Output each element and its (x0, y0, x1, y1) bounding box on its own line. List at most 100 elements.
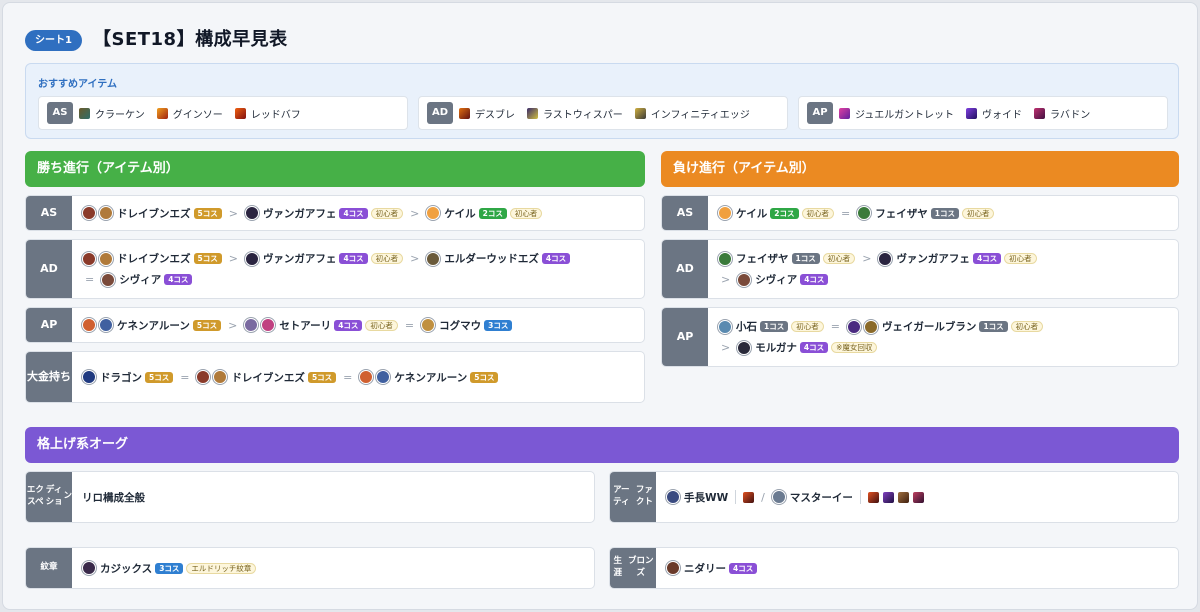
recommended-items-heading: おすすめアイテム (38, 79, 117, 90)
augment-row-expedition: エクスペ ディション リロ構成全般 (25, 471, 595, 523)
cost-badge: 2コス (478, 207, 507, 219)
beginner-badge: 初心者 (822, 253, 856, 264)
champion-avatar-icon (82, 206, 96, 220)
unit-khazix: カジックス 3コス エルドリッチ紋章 (82, 561, 257, 576)
cost-badge: 1コス (979, 321, 1008, 332)
unit-draven-ezreal: ドレイブンエズ 5コス (82, 206, 222, 221)
unit-name: ドレイブンエズ (117, 253, 191, 265)
artifact-item-icon (743, 491, 755, 503)
unit-sivir: シヴィア 4コス (101, 272, 193, 287)
sheet-tab[interactable]: シート1 (25, 30, 82, 51)
row-label-line: ン (63, 491, 72, 502)
champion-avatar-icon (666, 561, 680, 575)
champion-avatar-icon (261, 318, 276, 332)
divider (735, 490, 737, 504)
augment-text: リロ構成全般 (82, 491, 145, 504)
cost-badge: 5コス (145, 371, 174, 383)
equal-separator: = (180, 370, 190, 384)
artifact-item-icon (867, 491, 879, 503)
win-progress-heading: 勝ち進行（アイテム別） (25, 151, 645, 187)
unit-name: ドレイブンエズ (231, 371, 305, 384)
cost-badge: 4コス (729, 562, 758, 574)
unit-name: ヴァンガアフェ (262, 253, 337, 265)
note-badge: ※魔女回収 (831, 342, 878, 353)
lose-row-as: AS ケイル 2コス 初心者 = フェイザヤ 1コス 初心者 (661, 195, 1179, 231)
cost-badge: 1コス (760, 321, 789, 332)
row-label: AS (26, 196, 72, 230)
augment-heading: 格上げ系オーグ (25, 427, 1179, 463)
recommended-card-ad: AD デスブレ ラストウィスパー インフィニティエッジ (418, 96, 788, 130)
cost-badge: 3コス (155, 562, 184, 574)
unit-draven-ezreal: ドレイブンエズ 5コス (196, 370, 337, 385)
champion-avatar-icon (426, 251, 441, 266)
unit-name: カジックス (100, 562, 153, 575)
cost-badge: 2コス (770, 207, 799, 219)
kraken-icon (79, 107, 90, 119)
unit-dragon: ドラゴン 5コス (82, 370, 174, 385)
rec-tag-as: AS (47, 102, 73, 124)
unit-nidalee: ニダリー 4コス (666, 561, 758, 576)
champion-avatar-icon (737, 340, 752, 355)
beginner-badge: 初心者 (1004, 253, 1037, 264)
rec-item-label: ラストウィスパー (543, 109, 623, 121)
unit-pebble: 小石 1コス 初心者 (718, 319, 824, 334)
unit-name: ヴァンガアフェ (896, 253, 970, 265)
champion-avatar-icon (99, 318, 113, 332)
row-label: AD (662, 240, 708, 298)
arrow-separator: > (721, 273, 731, 286)
artifact-item-icon (897, 491, 909, 503)
champion-avatar-icon (718, 319, 732, 334)
cost-badge: 3コス (484, 319, 513, 331)
unit-name: ケイル (736, 207, 768, 220)
equal-separator: = (343, 370, 353, 384)
row-label-line: ブロンズ (627, 556, 654, 578)
unit-long-arm-ww: 手長WW (666, 490, 728, 505)
cost-badge: 4コス (339, 207, 368, 219)
champion-avatar-icon (101, 272, 116, 287)
lose-progress-heading: 負け進行（アイテム別） (661, 151, 1179, 187)
champion-avatar-icon (244, 206, 259, 220)
rec-item-label: デスブレ (475, 109, 515, 121)
equal-separator: = (404, 318, 415, 332)
unit-vanguard: ヴァンガアフェ 4コス 初心者 (244, 251, 404, 266)
cost-badge: 4コス (164, 274, 193, 285)
cost-badge: 5コス (470, 371, 499, 383)
unit-name: 手長WW (684, 491, 729, 504)
cost-badge: 5コス (193, 207, 222, 219)
arrow-separator: > (228, 252, 238, 265)
champion-avatar-icon (82, 251, 96, 266)
last-whisper-icon (527, 107, 538, 119)
row-label: AD (26, 240, 72, 298)
cost-badge: 5コス (193, 253, 222, 264)
augment-row-artifact: アーティ ファクト 手長WW / マスターイー (609, 471, 1179, 523)
row-label-line: 持ち (49, 370, 71, 384)
unit-kayle: ケイル 2コス 初心者 (718, 206, 835, 221)
cost-badge: 5コス (192, 319, 222, 331)
unit-name: モルガナ (755, 342, 797, 354)
unit-zyra: フェイザヤ 1コス 初心者 (718, 251, 856, 266)
unit-sivir: シヴィア 4コス (737, 272, 829, 287)
recommended-card-as: AS クラーケン グインソー レッドバフ (38, 96, 408, 130)
row-label: エクスペ ディション (26, 472, 72, 522)
recommended-card-ap: AP ジュエルガントレット ヴォイド ラバドン (798, 96, 1168, 130)
rec-item-label: インフィニティエッジ (650, 109, 750, 121)
jeweled-gauntlet-icon (839, 107, 850, 119)
unit-veigar-blitz: ヴェイガールブラン 1コス 初心者 (846, 319, 1044, 334)
unit-name: エルダーウッドエズ (444, 253, 539, 265)
unit-name: マスターイー (789, 491, 853, 504)
arrow-separator: > (862, 252, 872, 265)
equal-separator: = (85, 273, 95, 286)
champion-avatar-icon (857, 206, 872, 220)
row-label-line: 生涯 (613, 556, 622, 578)
champion-avatar-icon (213, 370, 228, 384)
cost-badge: 4コス (800, 274, 829, 285)
arrow-separator: > (228, 318, 238, 332)
row-label: 生涯 ブロンズ (610, 548, 656, 588)
unit-name: ケイル (444, 207, 476, 220)
rec-item-label: ヴォイド (982, 109, 1022, 121)
champion-avatar-icon (737, 272, 752, 287)
champion-avatar-icon (99, 251, 113, 266)
unit-name: シヴィア (119, 274, 162, 286)
arrow-separator: > (410, 206, 420, 220)
